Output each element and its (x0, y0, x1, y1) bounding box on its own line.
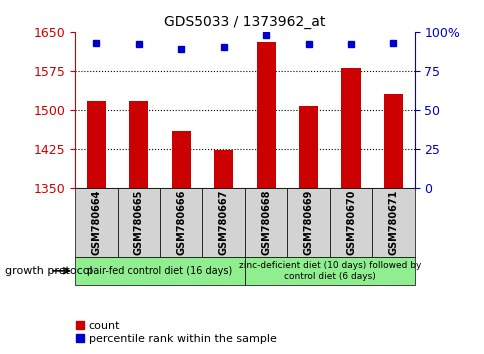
Bar (160, 188, 202, 257)
Bar (244, 257, 414, 285)
Bar (202, 188, 244, 257)
Text: growth protocol: growth protocol (5, 266, 92, 276)
Bar (329, 188, 372, 257)
Text: GSM780669: GSM780669 (303, 189, 313, 255)
Bar (117, 188, 160, 257)
Bar (87, 101, 106, 188)
Bar (75, 257, 244, 285)
Bar (214, 150, 233, 188)
Legend: count, percentile rank within the sample: count, percentile rank within the sample (71, 316, 281, 348)
Bar (341, 68, 360, 188)
Bar (287, 188, 329, 257)
Text: zinc-deficient diet (10 days) followed by
control diet (6 days): zinc-deficient diet (10 days) followed b… (238, 261, 420, 280)
Text: GSM780664: GSM780664 (91, 189, 101, 255)
Text: GSM780668: GSM780668 (260, 189, 271, 255)
Text: GSM780665: GSM780665 (134, 189, 144, 255)
Text: GSM780670: GSM780670 (345, 189, 355, 255)
Text: GSM780671: GSM780671 (388, 189, 398, 255)
Text: GSM780666: GSM780666 (176, 189, 186, 255)
Bar (171, 131, 190, 188)
Bar (383, 94, 402, 188)
Bar (129, 101, 148, 188)
Bar (299, 106, 318, 188)
Bar (244, 188, 287, 257)
Title: GDS5033 / 1373962_at: GDS5033 / 1373962_at (164, 16, 325, 29)
Bar (75, 188, 117, 257)
Text: GSM780667: GSM780667 (218, 189, 228, 255)
Text: pair-fed control diet (16 days): pair-fed control diet (16 days) (87, 266, 232, 276)
Bar (256, 42, 275, 188)
Bar (372, 188, 414, 257)
